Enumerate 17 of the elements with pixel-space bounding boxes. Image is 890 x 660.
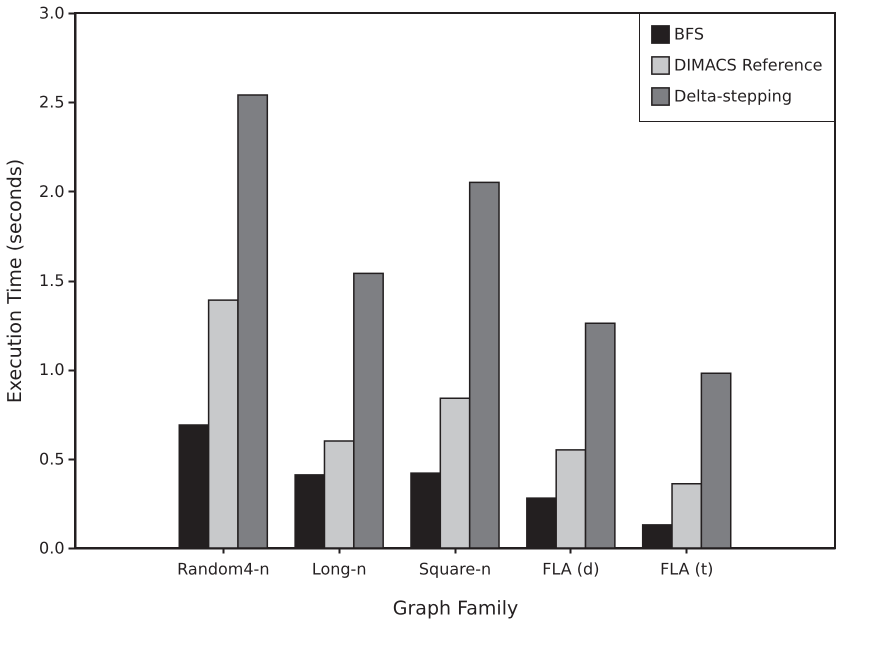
x-tick-label: Square-n (418, 560, 492, 578)
y-tick-label: 0.0 (39, 538, 64, 558)
y-tick-label: 0.5 (39, 449, 64, 468)
legend-label: DIMACS Reference (674, 56, 822, 74)
x-tick-label: Random4-n (177, 560, 270, 578)
y-tick-label: 2.0 (39, 182, 64, 201)
y-tick-label: 1.5 (39, 271, 64, 290)
y-tick-label: 3.0 (39, 4, 64, 22)
x-axis-title: Graph Family (392, 598, 518, 620)
x-tick-label: FLA (d) (542, 560, 600, 578)
legend-label: Delta-stepping (674, 86, 792, 106)
x-tick-label: FLA (t) (660, 560, 714, 578)
y-axis-title: Execution Time (seconds) (4, 158, 26, 404)
y-tick-label: 1.0 (39, 360, 64, 380)
x-tick-label: Long-n (312, 560, 366, 578)
legend-label: BFS (674, 24, 704, 44)
y-tick-label: 2.5 (39, 92, 64, 112)
